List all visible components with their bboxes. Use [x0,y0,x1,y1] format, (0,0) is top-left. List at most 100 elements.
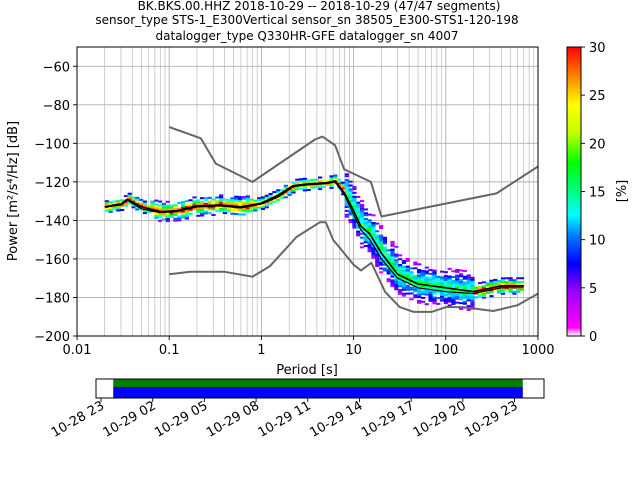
timeline-tick-label: 10-29 14 [307,398,365,440]
heatmap-cell [390,285,395,288]
heatmap-cell [165,214,170,217]
heatmap-cell [413,278,418,281]
y-tick-label: −120 [34,176,70,191]
heatmap-cell [352,195,357,198]
heatmap-cell [390,262,395,265]
heatmap-cell [386,257,391,260]
heatmap-cell [139,198,144,201]
heatmap-cell [405,281,410,284]
heatmap-cell [420,277,426,280]
heatmap-cell [238,209,243,212]
heatmap-cell [142,210,148,213]
heatmap-cell [215,206,220,209]
heatmap-cell [207,196,212,199]
y-tick-label: −200 [34,330,70,345]
heatmap-cell [409,288,414,291]
heatmap-cell [516,288,521,291]
heatmap-cell [302,179,308,182]
heatmap-cell [192,200,197,203]
heatmap-cell [382,248,388,251]
heatmap-cell [367,242,372,245]
heatmap-cell [348,199,353,202]
heatmap-cell [382,269,388,272]
heatmap-cell [154,205,159,208]
heatmap-cell [241,203,247,206]
heatmap-cell [161,208,167,211]
heatmap-cell [401,269,407,272]
heatmap-cell [108,201,113,204]
heatmap-cell [508,281,513,284]
heatmap-cell [398,289,403,292]
heatmap-cell [314,186,319,189]
heatmap-cell [245,201,250,204]
heatmap-cell [394,259,399,262]
heatmap-cell [196,210,201,213]
heatmap-cell [398,277,403,280]
heatmap-cell [321,185,327,188]
heatmap-cell [390,254,395,257]
heatmap-cell [420,300,426,303]
heatmap-cell [401,288,407,291]
heatmap-cell [432,290,437,293]
heatmap-cell [165,204,170,207]
heatmap-cell [428,292,433,295]
heatmap-cell [398,292,403,295]
heatmap-cell [116,205,121,208]
heatmap-cell [390,283,395,286]
heatmap-cell [219,205,224,208]
heatmap-cell [253,199,258,202]
heatmap-cell [409,271,414,274]
heatmap-cell [329,186,334,189]
heatmap-cell [329,183,334,186]
heatmap-cell [401,279,407,282]
heatmap-cell [268,196,273,199]
heatmap-cell [215,196,220,199]
heatmap-cell [436,287,441,290]
heatmap-cell [378,236,384,239]
heatmap-cell [344,202,349,205]
heatmap-cell [302,189,308,192]
heatmap-cell [279,196,285,199]
heatmap-cell [177,217,182,220]
heatmap-cell [131,196,136,199]
heatmap-cell [344,173,349,176]
heatmap-cell [417,288,422,291]
heatmap-cell [337,182,342,185]
heatmap-cell [119,208,125,211]
heatmap-cell [428,294,433,297]
heatmap-cell [264,202,269,205]
heatmap-cell [428,290,433,293]
plot-frame [76,46,539,337]
heatmap-cell [458,269,464,272]
heatmap-cell [417,301,422,304]
heatmap-cell [386,280,391,283]
heatmap-cell [466,274,471,277]
heatmap-cell [519,281,525,284]
heatmap-cell [367,227,372,230]
heatmap-cell [455,274,460,277]
heatmap-cell [436,283,441,286]
heatmap-cell [222,212,228,215]
heatmap-cell [375,259,380,262]
heatmap-cell [478,295,483,298]
heatmap-cell [169,204,174,207]
heatmap-cell [177,207,182,210]
heatmap-cell [512,290,517,293]
heatmap-cell [352,218,357,221]
heatmap-cell [424,278,429,281]
heatmap-cell [359,213,365,216]
heatmap-cell [299,178,304,181]
heatmap-cell [398,281,403,284]
heatmap-cell [116,209,121,212]
heatmap-cell [356,232,361,235]
heatmap-cell [432,271,437,274]
heatmap-cell [390,281,395,284]
heatmap-cell [417,274,422,277]
heatmap-cell [398,273,403,276]
heatmap-cell [462,302,467,305]
heatmap-cell [196,207,201,210]
heatmap-cell [348,196,353,199]
heatmap-cell [135,200,140,203]
heatmap-cell [356,195,361,198]
heatmap-cell [432,277,437,280]
